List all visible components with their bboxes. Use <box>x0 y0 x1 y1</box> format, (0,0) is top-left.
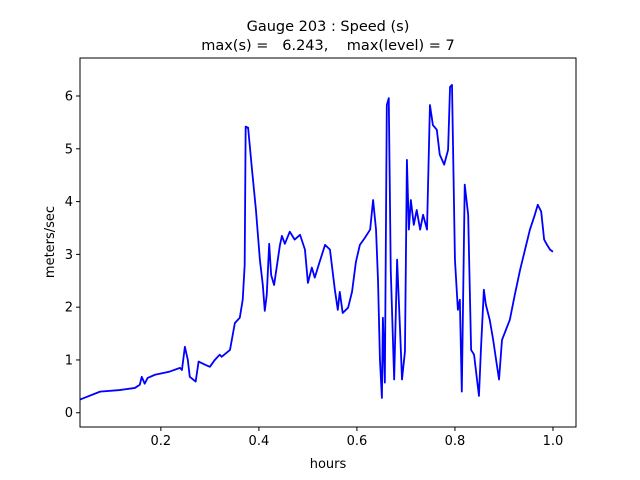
chart-title: Gauge 203 : Speed (s) <box>247 19 410 35</box>
y-tick-label: 2 <box>65 301 73 316</box>
data-line <box>80 84 554 401</box>
y-tick-label: 3 <box>65 248 73 263</box>
x-tick-label: 0.4 <box>249 434 270 449</box>
y-tick-label: 6 <box>65 90 73 105</box>
y-tick-label: 0 <box>65 406 73 421</box>
x-tick-label: 0.8 <box>445 434 466 449</box>
y-tick-label: 4 <box>65 195 73 210</box>
x-axis-label: hours <box>310 457 347 472</box>
plot-frame <box>79 57 577 428</box>
y-tick-label: 5 <box>65 142 73 157</box>
x-tick-label: 0.2 <box>151 434 172 449</box>
chart-subtitle: max(s) = 6.243, max(level) = 7 <box>201 38 455 54</box>
x-tick-label: 1.0 <box>543 434 564 449</box>
x-tick-label: 0.6 <box>347 434 368 449</box>
y-axis-label: meters/sec <box>43 206 58 278</box>
y-tick-label: 1 <box>65 353 73 368</box>
